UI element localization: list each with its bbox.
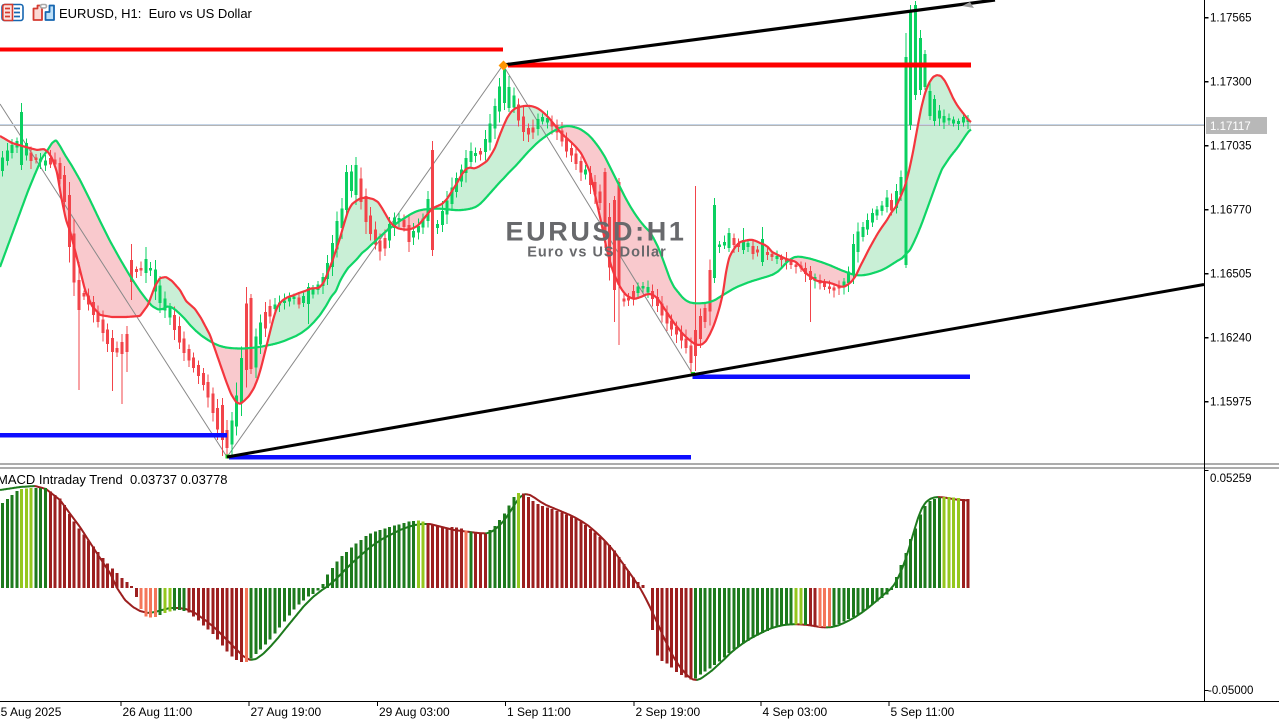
svg-text:27 Aug 19:00: 27 Aug 19:00	[251, 705, 322, 719]
svg-text:1.15975: 1.15975	[1210, 397, 1252, 409]
svg-text:29 Aug 03:00: 29 Aug 03:00	[379, 705, 450, 719]
svg-text:1.17035: 1.17035	[1210, 141, 1252, 153]
svg-text:1 Sep 11:00: 1 Sep 11:00	[507, 705, 571, 719]
svg-text:26 Aug 11:00: 26 Aug 11:00	[123, 705, 193, 719]
svg-text:25 Aug 2025: 25 Aug 2025	[0, 705, 62, 719]
svg-text:1.16505: 1.16505	[1210, 269, 1252, 281]
svg-text:5 Sep 11:00: 5 Sep 11:00	[891, 705, 955, 719]
svg-text:1.16770: 1.16770	[1210, 205, 1252, 217]
svg-text:Euro vs US Dollar: Euro vs US Dollar	[527, 245, 666, 261]
svg-text:2 Sep 19:00: 2 Sep 19:00	[636, 705, 701, 719]
svg-text:1.17300: 1.17300	[1210, 77, 1252, 89]
svg-text:4 Sep 03:00: 4 Sep 03:00	[763, 705, 828, 719]
svg-text:EURUSD:H1: EURUSD:H1	[506, 217, 687, 247]
svg-text:1.16240: 1.16240	[1210, 333, 1252, 345]
svg-text:1.17565: 1.17565	[1210, 13, 1252, 25]
svg-text:EURUSD, H1: Euro vs US Dollar: EURUSD, H1: Euro vs US Dollar	[59, 6, 253, 21]
svg-text:1.17117: 1.17117	[1210, 121, 1251, 133]
svg-text:0.05259: 0.05259	[1210, 473, 1252, 485]
svg-text:-0.05000: -0.05000	[1208, 685, 1253, 697]
svg-text:MACD Intraday Trend 0.03737 0: MACD Intraday Trend 0.03737 0.03778	[0, 472, 228, 487]
